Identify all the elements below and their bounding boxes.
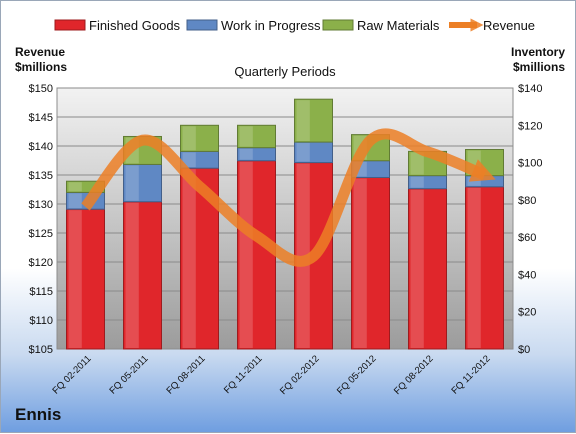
bar-highlight (296, 100, 310, 142)
category-label: FQ 08-2012 (392, 353, 436, 397)
bar-highlight (467, 187, 481, 348)
right-tick-label: $140 (518, 83, 542, 95)
bar-highlight (410, 189, 424, 348)
bar-highlight (125, 165, 139, 201)
left-axis-ticks: $105 $110 $115 $120 $125 $130 $135 $140 $145 $150 (29, 83, 53, 356)
left-tick-label: $150 (29, 83, 53, 95)
category-label: FQ 08-2011 (164, 353, 207, 396)
right-axis-title: $millions (513, 60, 565, 74)
category-label: FQ 02-2012 (278, 353, 322, 397)
axis-titles: Revenue$millionsInventory$millionsQuarte… (15, 45, 565, 79)
right-tick-label: $60 (518, 232, 536, 244)
bar-highlight (182, 126, 196, 151)
right-axis-title: Inventory (511, 45, 565, 59)
left-axis-title: Revenue (15, 45, 65, 59)
bar-finished-goods (123, 201, 162, 350)
legend-label: Finished Goods (89, 18, 181, 33)
legend-label: Raw Materials (357, 18, 440, 33)
revenue-line (81, 128, 496, 267)
bar-highlight (182, 169, 196, 348)
bar-work-in-progress (123, 163, 162, 203)
right-tick-label: $40 (518, 269, 536, 281)
right-tick-label: $120 (518, 120, 542, 132)
left-tick-label: $105 (29, 344, 53, 356)
right-tick-label: $80 (518, 195, 536, 207)
legend: Finished Goods Work in Progress Raw Materi… (54, 18, 535, 33)
bar-highlight (239, 126, 253, 147)
chart-title: Quarterly Periods (234, 64, 336, 79)
bar-highlight (68, 182, 82, 192)
left-tick-label: $135 (29, 170, 53, 182)
left-tick-label: $140 (29, 141, 53, 153)
left-tick-label: $120 (29, 257, 53, 269)
bar-highlight (239, 161, 253, 348)
legend-label: Revenue (483, 18, 535, 33)
left-tick-label: $125 (29, 228, 53, 240)
bar-finished-goods (66, 208, 105, 350)
left-axis-title: $millions (15, 60, 67, 74)
bar-highlight (353, 178, 367, 348)
bar-finished-goods (465, 186, 504, 350)
left-tick-label: $110 (29, 315, 53, 327)
category-label: FQ 11-2012 (449, 353, 492, 396)
bar-highlight (68, 193, 82, 209)
bar-highlight (125, 202, 139, 348)
bar-highlight (239, 148, 253, 160)
company-name: Ennis (15, 405, 62, 424)
bar-highlight (410, 176, 424, 188)
left-tick-label: $145 (29, 112, 53, 124)
bar-raw-materials (237, 124, 276, 149)
right-tick-label: $100 (518, 158, 542, 170)
category-label: FQ 05-2011 (107, 353, 150, 396)
bar-highlight (68, 210, 82, 348)
right-tick-label: $20 (518, 307, 536, 319)
bar-finished-goods (408, 188, 447, 350)
category-label: FQ 02-2011 (50, 353, 93, 396)
bar-raw-materials (180, 124, 219, 152)
category-label: FQ 11-2011 (222, 353, 265, 396)
left-tick-label: $115 (29, 286, 53, 298)
bar-highlight (410, 152, 424, 175)
revenue-line-layer (81, 128, 496, 267)
category-labels: FQ 02-2011 FQ 05-2011 FQ 08-2011 FQ 11-2011… (50, 353, 492, 397)
right-axis-ticks: $0 $20 $40 $60 $80 $100 $120 $140 (518, 83, 542, 356)
bar-raw-materials (294, 98, 333, 143)
legend-label: Work in Progress (221, 18, 321, 33)
category-label: FQ 05-2012 (335, 353, 379, 397)
legend-swatch-finished-goods (54, 19, 86, 31)
left-tick-label: $130 (29, 199, 53, 211)
bar-highlight (296, 143, 310, 162)
legend-swatch-work-in-progress (186, 19, 218, 31)
legend-swatch-raw-materials (322, 19, 354, 31)
bar-finished-goods (351, 176, 390, 350)
right-tick-label: $0 (518, 344, 530, 356)
bar-highlight (182, 152, 196, 168)
